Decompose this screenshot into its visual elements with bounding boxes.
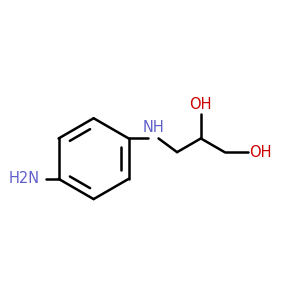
Text: H2N: H2N [8,171,39,186]
Text: OH: OH [249,145,272,160]
Text: NH: NH [142,120,164,135]
Text: OH: OH [190,97,212,112]
